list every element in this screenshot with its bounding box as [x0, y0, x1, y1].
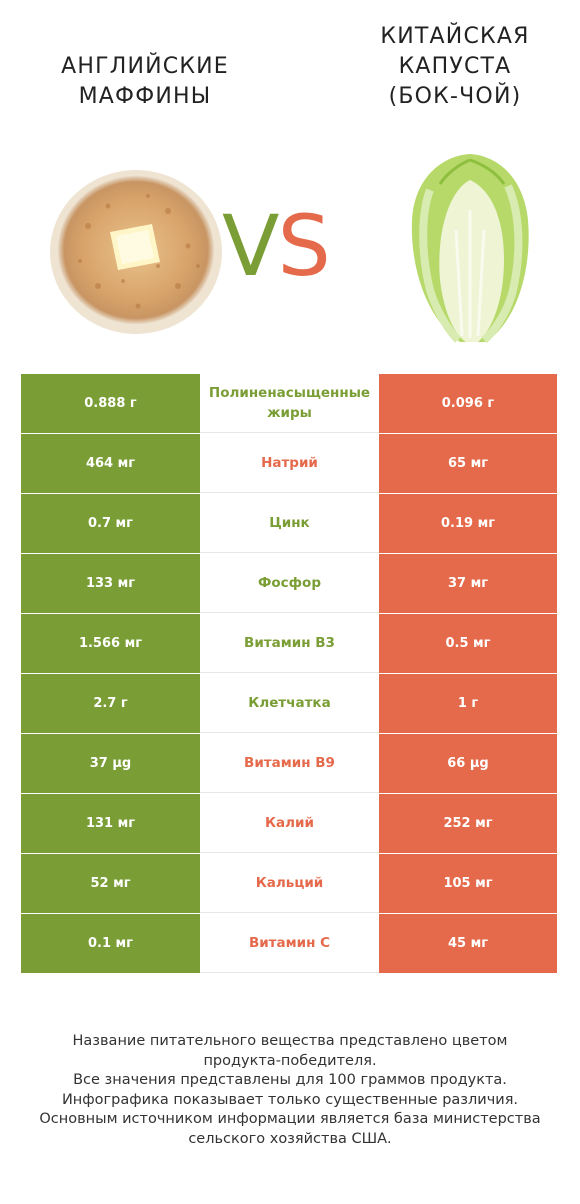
left-title-line: АНГЛИЙСКИЕ — [61, 54, 229, 79]
right-value: 66 µg — [379, 734, 557, 793]
chinese-cabbage-image — [411, 154, 529, 344]
footer-notes: Название питательного вещества представл… — [20, 1032, 560, 1149]
table-row: 1.566 мг Витамин B3 0.5 мг — [21, 614, 557, 674]
table-row: 0.7 мг Цинк 0.19 мг — [21, 494, 557, 554]
left-value: 0.7 мг — [21, 494, 200, 553]
nutrient-name: Калий — [200, 794, 379, 853]
table-row: 0.888 г Полиненасыщенные жиры 0.096 г — [21, 374, 557, 434]
table-row: 464 мг Натрий 65 мг — [21, 434, 557, 494]
footer-line: продукта-победителя. — [203, 1052, 377, 1069]
right-value: 0.5 мг — [379, 614, 557, 673]
left-value: 0.888 г — [21, 374, 200, 433]
nutrient-name: Витамин B9 — [200, 734, 379, 793]
right-value: 37 мг — [379, 554, 557, 613]
left-value: 0.1 мг — [21, 914, 200, 973]
nutrient-name: Цинк — [200, 494, 379, 553]
footer-line: Все значения представлены для 100 граммо… — [73, 1072, 507, 1088]
comparison-table: 0.888 г Полиненасыщенные жиры 0.096 г 46… — [21, 374, 557, 974]
right-value: 1 г — [379, 674, 557, 733]
left-value: 133 мг — [21, 554, 200, 613]
right-value: 0.096 г — [379, 374, 557, 433]
english-muffin-image — [50, 170, 222, 334]
footer-line: Название питательного вещества представл… — [72, 1033, 508, 1049]
nutrient-name: Кальций — [200, 854, 379, 913]
left-product-title: АНГЛИЙСКИЕ МАФФИНЫ — [20, 52, 270, 112]
right-value: 252 мг — [379, 794, 557, 853]
right-product-title: КИТАЙСКАЯ КАПУСТА (БОК-ЧОЙ) — [330, 22, 580, 112]
left-value: 1.566 мг — [21, 614, 200, 673]
nutrient-name: Клетчатка — [200, 674, 379, 733]
table-row: 2.7 г Клетчатка 1 г — [21, 674, 557, 734]
vs-label: VS — [222, 196, 331, 296]
right-value: 45 мг — [379, 914, 557, 973]
nutrient-name: Полиненасыщенные жиры — [200, 374, 379, 433]
left-value: 131 мг — [21, 794, 200, 853]
nutrient-name: Витамин B3 — [200, 614, 379, 673]
nutrient-name: Витамин C — [200, 914, 379, 973]
right-title-line: КАПУСТА — [398, 54, 512, 79]
nutrient-name: Натрий — [200, 434, 379, 493]
vs-v: V — [222, 197, 279, 295]
right-value: 65 мг — [379, 434, 557, 493]
nutrient-name: Фосфор — [200, 554, 379, 613]
right-title-line: КИТАЙСКАЯ — [380, 24, 530, 49]
table-row: 52 мг Кальций 105 мг — [21, 854, 557, 914]
right-value: 0.19 мг — [379, 494, 557, 553]
table-row: 133 мг Фосфор 37 мг — [21, 554, 557, 614]
vs-s: S — [277, 197, 330, 295]
table-row: 0.1 мг Витамин C 45 мг — [21, 914, 557, 974]
right-title-line: (БОК-ЧОЙ) — [388, 84, 522, 109]
left-value: 2.7 г — [21, 674, 200, 733]
left-value: 52 мг — [21, 854, 200, 913]
left-value: 464 мг — [21, 434, 200, 493]
table-row: 131 мг Калий 252 мг — [21, 794, 557, 854]
right-value: 105 мг — [379, 854, 557, 913]
table-row: 37 µg Витамин B9 66 µg — [21, 734, 557, 794]
footer-line: Инфографика показывает только существенн… — [61, 1091, 519, 1108]
footer-line: сельского хозяйства США. — [188, 1130, 392, 1147]
left-title-line: МАФФИНЫ — [78, 84, 212, 109]
footer-line: Основным источником информации является … — [39, 1111, 541, 1127]
left-value: 37 µg — [21, 734, 200, 793]
